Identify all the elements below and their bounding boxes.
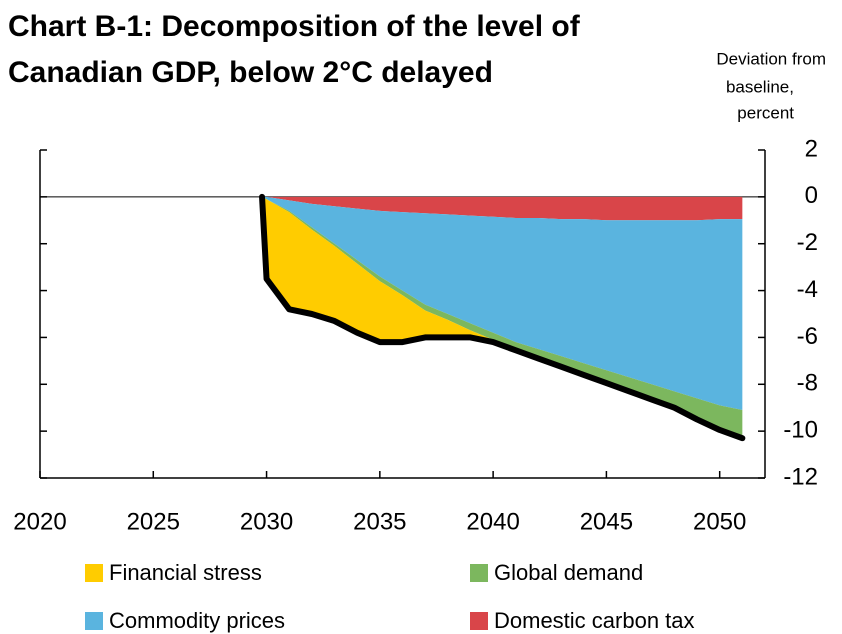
- legend-label: Financial stress: [109, 560, 262, 585]
- x-tick-label: 2020: [13, 508, 66, 535]
- y-axis-label: baseline,: [726, 77, 794, 96]
- y-tick-label: -8: [797, 370, 818, 397]
- legend-label: Global demand: [494, 560, 643, 585]
- x-tick-label: 2045: [580, 508, 633, 535]
- y-tick-label: -12: [783, 463, 818, 490]
- x-tick-label: 2050: [693, 508, 746, 535]
- x-tick-label: 2040: [466, 508, 519, 535]
- area: [262, 196, 743, 439]
- legend-swatch: [470, 612, 488, 630]
- x-tick-label: 2030: [240, 508, 293, 535]
- x-tick-label: 2025: [127, 508, 180, 535]
- x-tick-label: 2035: [353, 508, 406, 535]
- chart-title: Canadian GDP, below 2°C delayed: [8, 56, 493, 89]
- total-line: [259, 193, 746, 442]
- legend-label: Commodity prices: [109, 608, 285, 633]
- y-axis-label: Deviation from: [716, 49, 826, 68]
- area: [262, 196, 743, 221]
- y-tick-label: -6: [797, 323, 818, 350]
- area: [262, 196, 743, 411]
- y-tick-label: 0: [805, 182, 818, 209]
- legend-swatch: [85, 612, 103, 630]
- legend-swatch: [85, 564, 103, 582]
- y-tick-label: 2: [805, 135, 818, 162]
- y-tick-label: -10: [783, 416, 818, 443]
- legend-swatch: [470, 564, 488, 582]
- legend-label: Domestic carbon tax: [494, 608, 695, 633]
- y-axis-label: percent: [737, 103, 794, 122]
- area: [262, 196, 743, 439]
- chart-title: Chart B-1: Decomposition of the level of: [8, 10, 581, 43]
- y-tick-label: -2: [797, 229, 818, 256]
- y-tick-label: -4: [797, 276, 818, 303]
